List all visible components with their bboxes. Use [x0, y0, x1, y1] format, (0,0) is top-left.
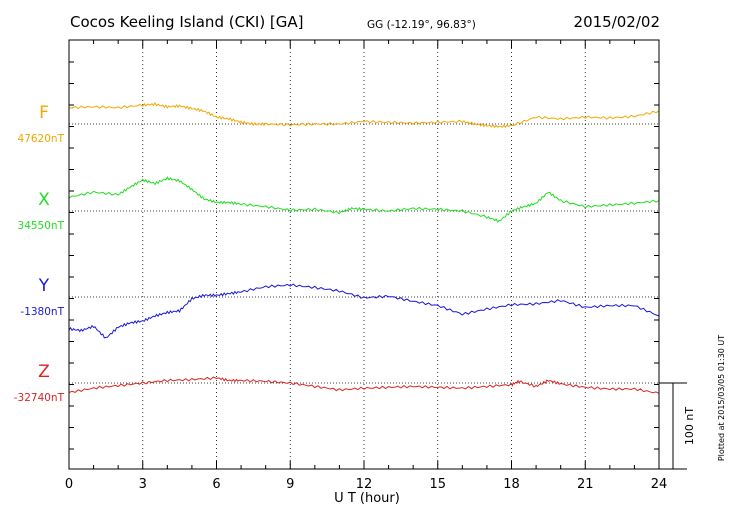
x-tick-label: 0: [65, 477, 73, 492]
grid-lines: [142, 40, 586, 469]
series-name-x: X: [38, 190, 50, 210]
series-baseline-x: 34550nT: [18, 220, 65, 232]
x-tick-label: 21: [577, 477, 594, 492]
series-line-y: [68, 283, 660, 339]
x-tick-label: 3: [139, 477, 147, 492]
station-coordinates: GG (-12.19°, 96.83°): [367, 19, 476, 31]
series-lines: [68, 102, 660, 394]
x-tick-label: 18: [503, 477, 520, 492]
scale-bar: 100 nT: [659, 382, 696, 470]
x-tick-label: 6: [212, 477, 220, 492]
plotted-timestamp: Plotted at 2015/03/05 01:30 UT: [717, 335, 726, 461]
series-baseline-y: -1380nT: [20, 306, 64, 318]
scale-bar-label: 100 nT: [683, 407, 696, 445]
series-line-z: [68, 376, 660, 394]
x-tick-label: 9: [286, 477, 294, 492]
x-tick-label: 24: [651, 477, 668, 492]
x-tick-label: 15: [429, 477, 446, 492]
chart-title: Cocos Keeling Island (CKI) [GA]: [70, 13, 304, 31]
x-tick-labels: 0 3 6 9 12 15 18 21 24: [65, 477, 667, 492]
series-baseline-f: 47620nT: [18, 133, 65, 145]
x-tick-label: 12: [356, 477, 373, 492]
series-name-f: F: [39, 103, 49, 123]
series-labels: F 47620nT X 34550nT Y -1380nT Z -32740nT: [14, 103, 65, 404]
x-axis-label: U T (hour): [334, 491, 400, 506]
series-baseline-z: -32740nT: [14, 392, 65, 404]
series-line-f: [68, 102, 660, 129]
series-name-y: Y: [38, 276, 50, 296]
chart-date: 2015/02/02: [574, 13, 660, 31]
axis-ticks: [68, 40, 660, 469]
series-line-x: [68, 176, 660, 223]
series-name-z: Z: [38, 362, 50, 382]
